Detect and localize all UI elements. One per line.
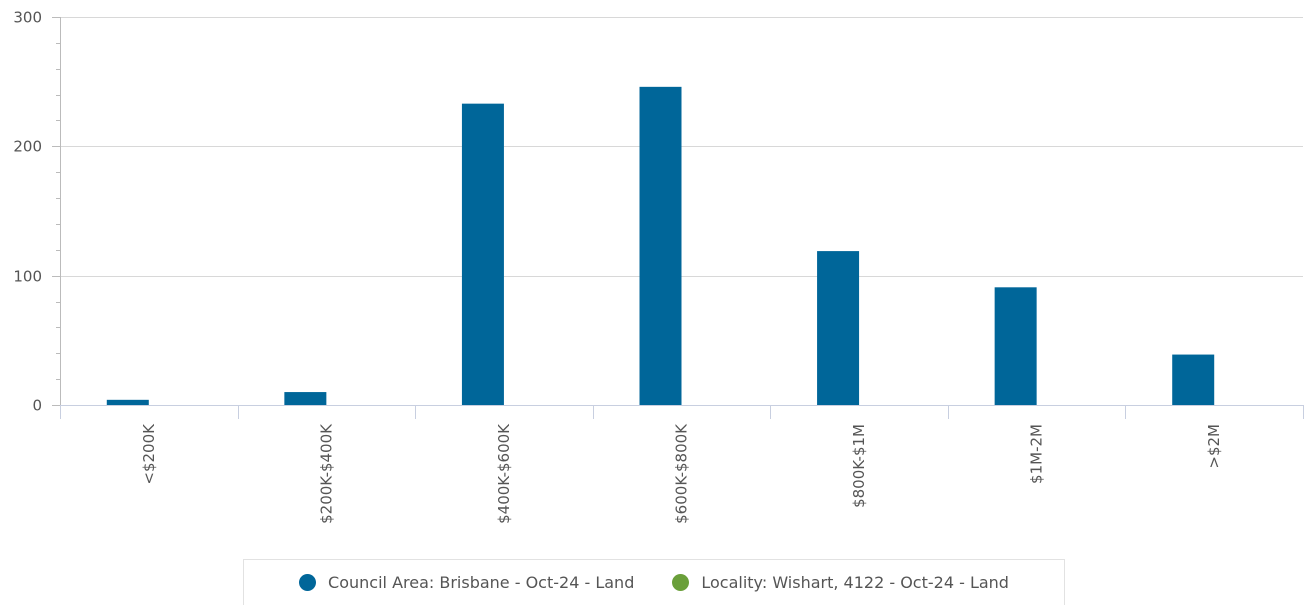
bar-series-0-6[interactable] bbox=[1172, 354, 1215, 405]
legend-marker-series-1 bbox=[672, 574, 690, 591]
x-tick-label-4: $800K-$1M bbox=[850, 424, 868, 508]
legend-label-series-1: Locality: Wishart, 4122 - Oct-24 - Land bbox=[701, 573, 1009, 592]
x-axis-tick-labels: <$200K $200K-$400K $400K-$600K $600K-$800K $… bbox=[140, 423, 1223, 524]
legend-marker-series-0 bbox=[299, 574, 317, 591]
legend-item-series-1[interactable]: Locality: Wishart, 4122 - Oct-24 - Land bbox=[672, 573, 1009, 592]
bar-chart: 0 100 200 300 <$200K $200K-$400K $400K-$600K $… bbox=[13, 9, 1304, 524]
axes bbox=[52, 17, 1304, 419]
bar-series-0-1[interactable] bbox=[284, 392, 327, 405]
x-tick-label-2: $400K-$600K bbox=[495, 423, 513, 524]
y-tick-label-3: 300 bbox=[13, 9, 42, 27]
x-tick-label-3: $600K-$800K bbox=[673, 423, 691, 524]
legend-label-series-0: Council Area: Brisbane - Oct-24 - Land bbox=[328, 573, 635, 592]
y-tick-label-1: 100 bbox=[13, 268, 42, 286]
bar-series-0-0[interactable] bbox=[106, 399, 149, 405]
x-tick-label-1: $200K-$400K bbox=[317, 423, 335, 524]
bar-series-0-3[interactable] bbox=[639, 86, 682, 405]
x-tick-label-0: <$200K bbox=[140, 423, 158, 485]
bars bbox=[106, 86, 1215, 406]
x-tick-label-6: >$2M bbox=[1205, 424, 1223, 469]
legend: Council Area: Brisbane - Oct-24 - Land L… bbox=[243, 559, 1065, 605]
bar-series-0-5[interactable] bbox=[994, 287, 1037, 405]
y-tick-label-0: 0 bbox=[32, 397, 42, 415]
y-tick-label-2: 200 bbox=[13, 138, 42, 156]
x-tick-label-5: $1M-2M bbox=[1028, 424, 1046, 484]
legend-item-series-0[interactable]: Council Area: Brisbane - Oct-24 - Land bbox=[299, 573, 634, 592]
bar-series-0-4[interactable] bbox=[817, 251, 860, 405]
y-axis-tick-labels: 0 100 200 300 bbox=[13, 9, 42, 415]
bar-series-0-2[interactable] bbox=[461, 103, 504, 406]
